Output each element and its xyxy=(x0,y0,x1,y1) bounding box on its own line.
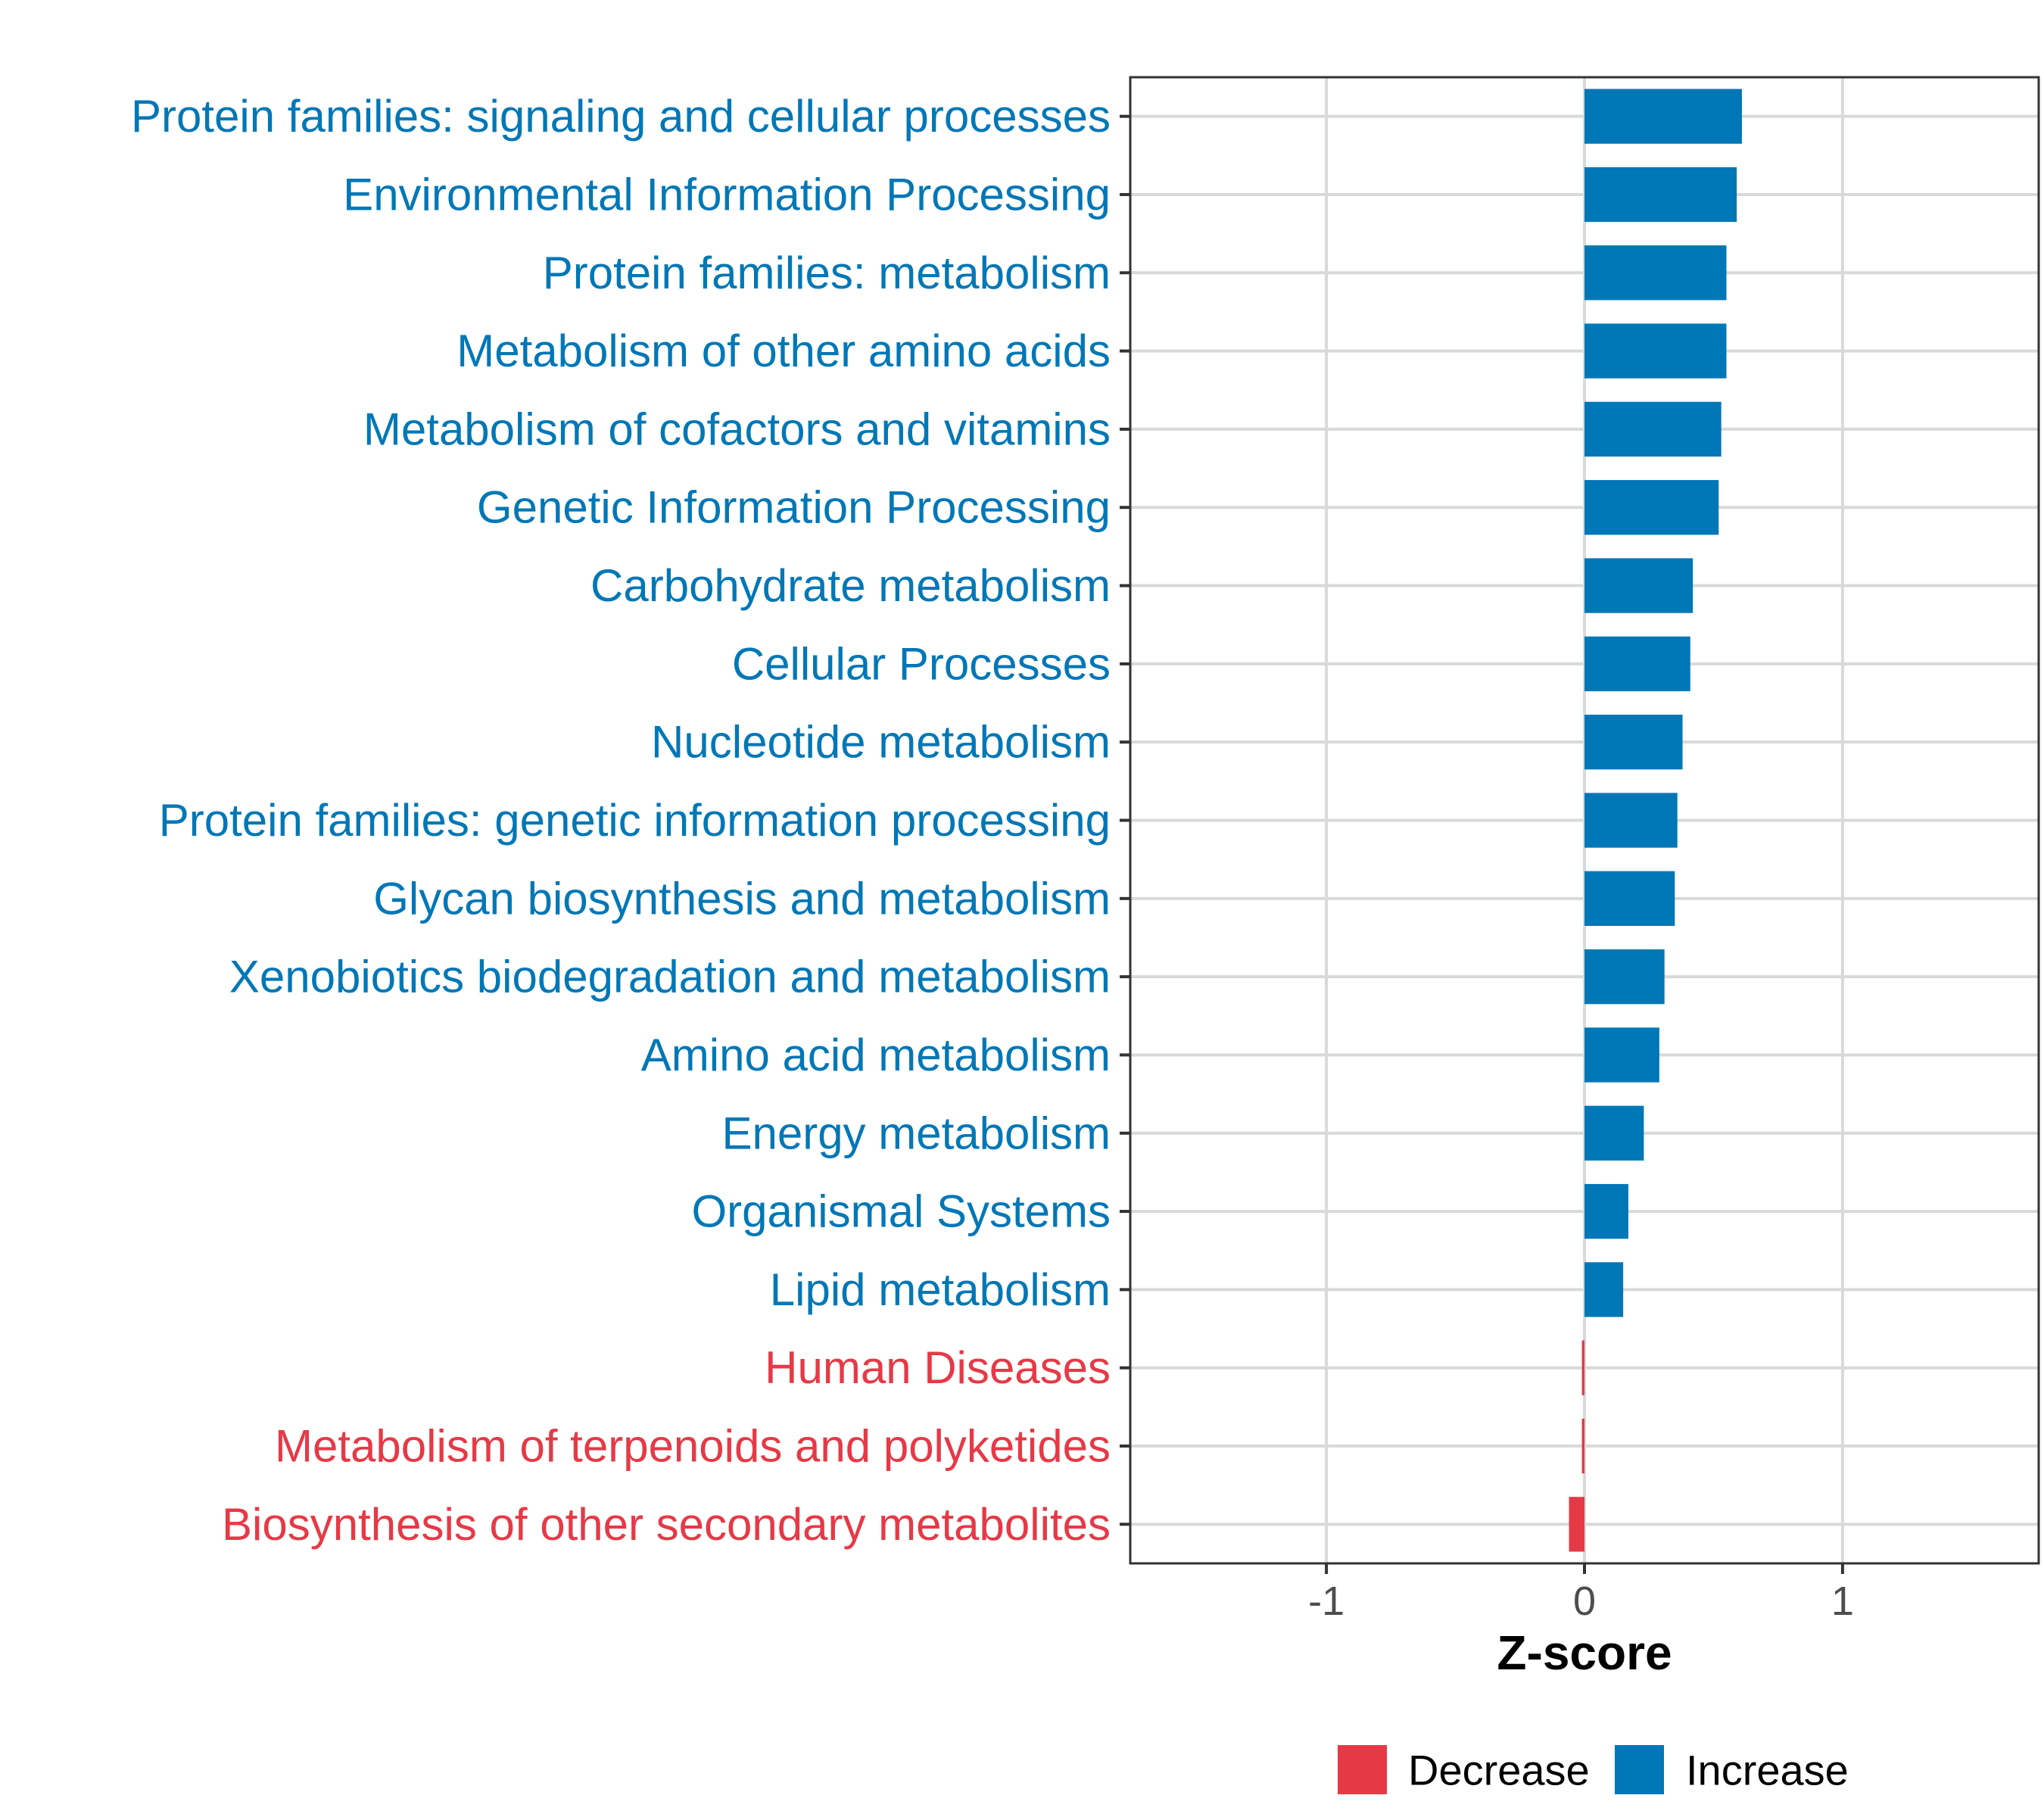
bar xyxy=(1584,401,1722,457)
category-label: Metabolism of terpenoids and polyketides xyxy=(275,1421,1111,1472)
x-axis-ticks: -1 0 1 xyxy=(1308,1563,1854,1624)
category-label: Carbohydrate metabolism xyxy=(590,560,1111,611)
category-label: Amino acid metabolism xyxy=(641,1030,1111,1080)
bar xyxy=(1584,636,1690,692)
bar xyxy=(1584,89,1742,144)
bar xyxy=(1584,1262,1624,1317)
bars xyxy=(1569,89,1742,1552)
category-label: Genetic Information Processing xyxy=(477,482,1111,533)
category-label: Metabolism of cofactors and vitamins xyxy=(363,404,1111,454)
legend-item-decrease: Decrease xyxy=(1338,1745,1590,1794)
category-label: Human Diseases xyxy=(765,1342,1111,1393)
category-label: Organismal Systems xyxy=(692,1186,1111,1237)
legend: Decrease Increase xyxy=(1338,1745,1849,1794)
category-label: Protein families: genetic information pr… xyxy=(159,795,1111,846)
category-label: Xenobiotics biodegradation and metabolis… xyxy=(229,952,1111,1002)
legend-label: Decrease xyxy=(1408,1747,1590,1794)
bar xyxy=(1584,167,1737,223)
x-tick-label: 1 xyxy=(1831,1579,1854,1624)
bar xyxy=(1584,715,1683,770)
category-label: Glycan biosynthesis and metabolism xyxy=(373,873,1111,924)
bar xyxy=(1584,1027,1659,1083)
category-label: Lipid metabolism xyxy=(770,1264,1111,1315)
legend-swatch xyxy=(1338,1745,1387,1794)
category-label: Nucleotide metabolism xyxy=(651,717,1111,768)
category-label: Protein families: metabolism xyxy=(543,248,1111,298)
x-tick-label: 0 xyxy=(1573,1579,1596,1624)
category-label: Biosynthesis of other secondary metaboli… xyxy=(222,1499,1111,1550)
bar xyxy=(1581,1340,1584,1395)
legend-label: Increase xyxy=(1686,1747,1849,1794)
bar xyxy=(1584,949,1665,1005)
legend-item-increase: Increase xyxy=(1615,1745,1849,1794)
bar xyxy=(1584,480,1719,535)
bar xyxy=(1569,1497,1584,1552)
bar xyxy=(1584,558,1693,613)
bar xyxy=(1584,793,1678,848)
category-label: Cellular Processes xyxy=(732,638,1111,689)
legend-swatch xyxy=(1615,1745,1664,1794)
category-label: Protein families: signaling and cellular… xyxy=(131,91,1111,142)
category-labels: Protein families: signaling and cellular… xyxy=(131,91,1130,1550)
bar xyxy=(1584,871,1675,926)
x-axis-title: Z-score xyxy=(1497,1625,1672,1680)
bar xyxy=(1584,1183,1628,1239)
category-label: Metabolism of other amino acids xyxy=(456,326,1111,376)
category-label: Environmental Information Processing xyxy=(343,169,1111,220)
bar xyxy=(1584,245,1727,301)
bar xyxy=(1584,1105,1644,1161)
bar xyxy=(1584,323,1727,379)
bar xyxy=(1581,1418,1584,1474)
x-tick-label: -1 xyxy=(1308,1579,1344,1624)
category-label: Energy metabolism xyxy=(721,1108,1111,1158)
